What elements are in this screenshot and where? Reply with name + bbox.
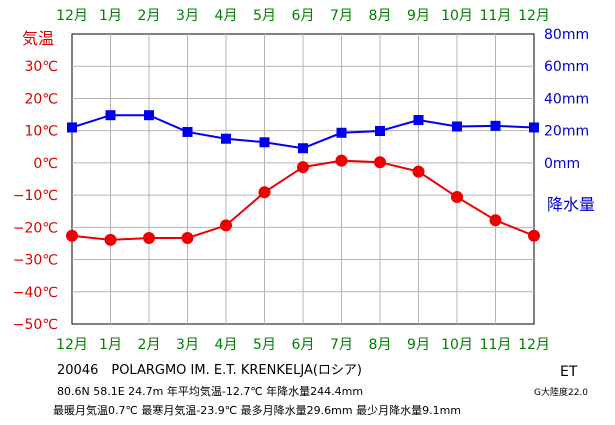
month-label-top: 3月 bbox=[176, 8, 199, 24]
month-label-top: 9月 bbox=[407, 8, 430, 24]
precipitation-point bbox=[336, 127, 347, 138]
month-label-bottom: 4月 bbox=[215, 337, 238, 353]
temperature-tick-label: −20℃ bbox=[13, 220, 58, 236]
temperature-point bbox=[258, 186, 271, 199]
precipitation-point bbox=[67, 122, 77, 133]
series-temperature bbox=[66, 154, 540, 246]
month-label-top: 1月 bbox=[99, 8, 122, 24]
temperature-point bbox=[412, 165, 425, 178]
month-labels-bottom: 12月 1月 2月 3月 4月 5月 6月 7月 8月 9月 10月 11月 12月 bbox=[56, 337, 550, 353]
temperature-tick-labels: 30℃ 20℃ 10℃ 0℃ −10℃ −20℃ −30℃ −40℃ −50℃ bbox=[13, 59, 58, 333]
month-label-bottom: 11月 bbox=[480, 337, 512, 353]
temperature-point bbox=[143, 231, 155, 244]
temperature-tick-label: −30℃ bbox=[13, 253, 58, 269]
month-label-top: 12月 bbox=[56, 8, 88, 24]
temperature-tick-label: −50℃ bbox=[13, 317, 58, 333]
temperature-axis-title: 気温 bbox=[22, 29, 54, 48]
temperature-point bbox=[528, 229, 540, 242]
precipitation-point bbox=[105, 110, 116, 121]
precipitation-point bbox=[375, 125, 385, 136]
temperature-tick-label: 30℃ bbox=[24, 59, 58, 75]
month-label-bottom: 8月 bbox=[369, 337, 392, 353]
climate-classification: ET bbox=[560, 364, 578, 380]
temperature-point bbox=[297, 161, 309, 174]
precipitation-point bbox=[413, 115, 424, 126]
precipitation-point bbox=[182, 126, 193, 137]
temperature-tick-label: −40℃ bbox=[13, 285, 58, 301]
precipitation-point bbox=[144, 110, 154, 121]
gridlines bbox=[72, 34, 534, 324]
temperature-point bbox=[181, 231, 194, 244]
temperature-point bbox=[335, 154, 348, 167]
precipitation-tick-label: 60mm bbox=[544, 59, 589, 75]
month-label-top: 12月 bbox=[518, 8, 550, 24]
month-label-bottom: 12月 bbox=[56, 337, 88, 353]
precipitation-tick-label: 20mm bbox=[544, 124, 589, 140]
precipitation-point bbox=[452, 121, 462, 132]
month-label-bottom: 9月 bbox=[407, 337, 430, 353]
temperature-tick-label: −10℃ bbox=[13, 188, 58, 204]
month-label-bottom: 3月 bbox=[176, 337, 199, 353]
station-name: 20046 POLARGMO IM. E.T. KRENKELJA(ロシア) bbox=[57, 363, 362, 378]
temperature-point bbox=[104, 233, 117, 246]
month-label-bottom: 12月 bbox=[518, 337, 550, 353]
month-label-bottom: 1月 bbox=[99, 337, 122, 353]
month-label-top: 11月 bbox=[480, 8, 512, 24]
precipitation-axis-title: 降水量 bbox=[547, 195, 595, 214]
temperature-point bbox=[220, 219, 232, 232]
month-label-bottom: 7月 bbox=[330, 337, 353, 353]
month-label-top: 8月 bbox=[369, 8, 392, 24]
temperature-point bbox=[489, 214, 502, 227]
precipitation-point bbox=[529, 122, 539, 133]
month-label-bottom: 10月 bbox=[441, 337, 473, 353]
precipitation-point bbox=[221, 133, 231, 144]
station-stats-2: 最暖月気温0.7℃ 最寒月気温-23.9℃ 最多月降水量29.6mm 最少月降水… bbox=[53, 404, 461, 417]
month-label-top: 2月 bbox=[138, 8, 161, 24]
month-label-bottom: 5月 bbox=[253, 337, 276, 353]
temperature-tick-label: 0℃ bbox=[33, 156, 58, 172]
precipitation-point bbox=[490, 120, 501, 131]
temperature-point bbox=[374, 156, 386, 169]
month-label-bottom: 6月 bbox=[292, 337, 315, 353]
month-labels-top: 12月 1月 2月 3月 4月 5月 6月 7月 8月 9月 10月 11月 12月 bbox=[56, 8, 550, 24]
series-precipitation bbox=[67, 110, 539, 154]
month-label-bottom: 2月 bbox=[138, 337, 161, 353]
precipitation-point bbox=[259, 137, 270, 148]
month-label-top: 7月 bbox=[330, 8, 353, 24]
precipitation-tick-label: 40mm bbox=[544, 91, 589, 107]
station-stats-1: 80.6N 58.1E 24.7m 年平均気温-12.7℃ 年降水量244.4m… bbox=[57, 385, 364, 398]
month-label-top: 10月 bbox=[441, 8, 473, 24]
temperature-tick-label: 10℃ bbox=[24, 124, 58, 140]
month-label-top: 6月 bbox=[292, 8, 315, 24]
precipitation-tick-label: 0mm bbox=[544, 156, 580, 172]
precipitation-tick-labels: 80mm 60mm 40mm 20mm 0mm bbox=[544, 27, 589, 172]
continentality-index: G大陸度22.0 bbox=[534, 388, 589, 398]
month-label-top: 5月 bbox=[253, 8, 276, 24]
temperature-point bbox=[451, 191, 463, 204]
precipitation-tick-label: 80mm bbox=[544, 27, 589, 43]
temperature-tick-label: 20℃ bbox=[24, 91, 58, 107]
temperature-point bbox=[66, 229, 78, 242]
month-label-top: 4月 bbox=[215, 8, 238, 24]
precipitation-point bbox=[298, 143, 308, 154]
